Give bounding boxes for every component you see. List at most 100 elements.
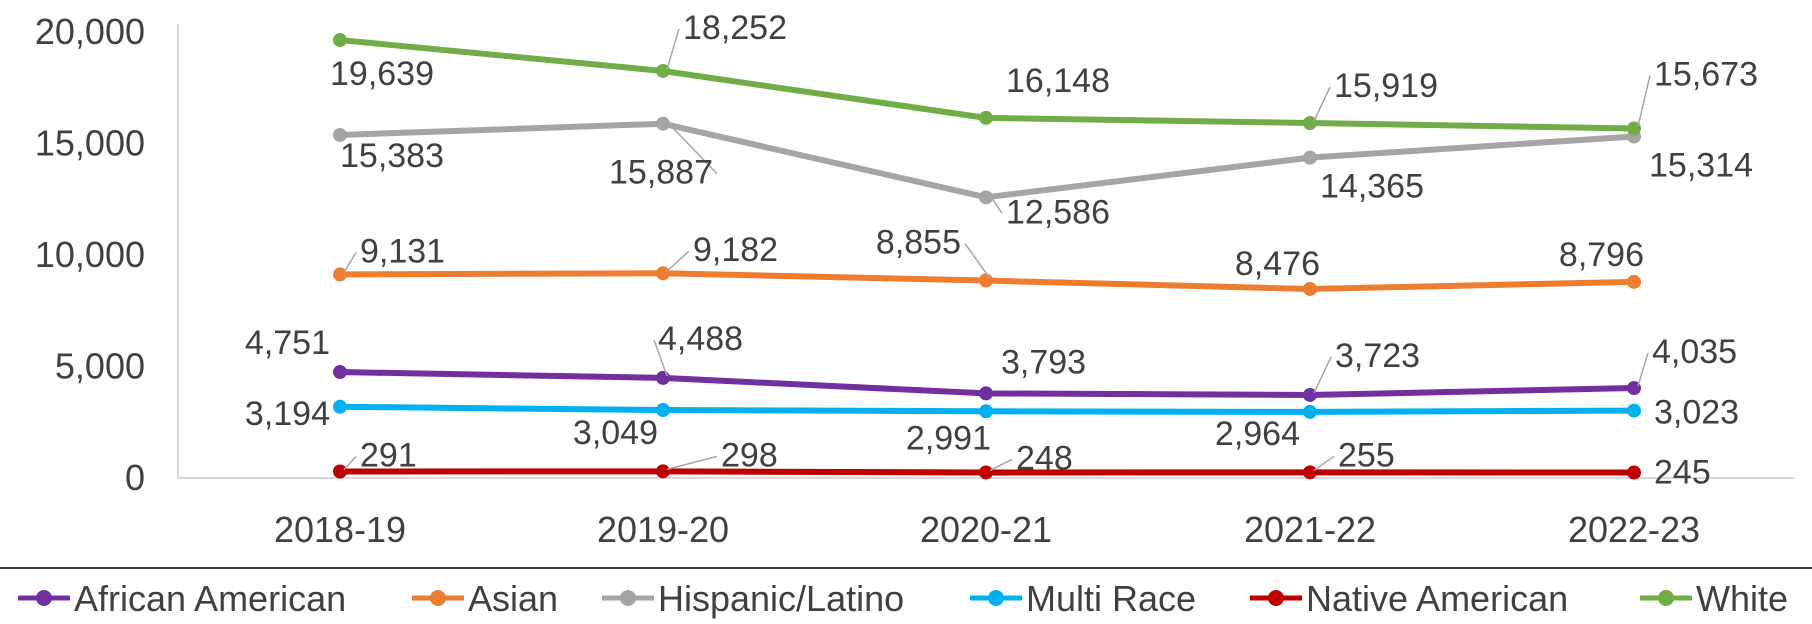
data-label: 2,991 [906, 419, 991, 457]
data-point [1627, 403, 1641, 418]
leader-line [1313, 86, 1331, 122]
data-label: 8,796 [1559, 236, 1644, 274]
data-label: 3,723 [1335, 337, 1420, 375]
leader-line [666, 250, 690, 272]
legend-swatch-marker [620, 590, 636, 606]
legend-item: Asian [412, 578, 558, 619]
series-group: 9,131 9,182 8,855 8,476 8,796 [333, 224, 1644, 296]
legend-label: Native American [1306, 578, 1568, 619]
legend-item: Multi Race [970, 578, 1196, 619]
data-label: 12,586 [1006, 193, 1110, 231]
legend-label: White [1696, 578, 1788, 619]
leader-line [1313, 455, 1335, 471]
data-label: 3,793 [1001, 343, 1086, 381]
leader-line [343, 251, 357, 273]
data-point [1303, 281, 1317, 296]
legend-label: Multi Race [1026, 578, 1196, 619]
legend-label: Asian [468, 578, 558, 619]
y-tick-label: 0 [125, 457, 145, 498]
data-label: 18,252 [683, 9, 787, 47]
data-label: 8,476 [1235, 245, 1320, 283]
data-point [333, 127, 347, 142]
leader-line [653, 339, 668, 377]
data-label: 15,383 [340, 137, 444, 175]
leader-line [666, 455, 718, 471]
data-label: 4,488 [658, 320, 743, 358]
legend-swatch-marker [1268, 590, 1284, 606]
legend-item: Hispanic/Latino [602, 578, 904, 619]
data-point [1627, 121, 1641, 136]
data-point [1303, 465, 1317, 480]
data-label: 15,887 [609, 154, 713, 192]
x-tick-label: 2021-22 [1244, 509, 1376, 550]
data-point [1303, 116, 1317, 131]
y-tick-label: 15,000 [35, 123, 145, 164]
legend-label: Hispanic/Latino [658, 578, 904, 619]
x-tick-label: 2020-21 [920, 509, 1052, 550]
data-point [333, 33, 347, 48]
data-point [1627, 274, 1641, 289]
data-label: 14,365 [1320, 168, 1424, 206]
data-point [656, 266, 670, 281]
legend-swatch-marker [36, 590, 52, 606]
leader-line [989, 194, 1003, 214]
series-group: 15,383 15,887 12,586 14,365 15,314 [333, 116, 1753, 231]
x-tick-label: 2018-19 [274, 509, 406, 550]
series-group: 19,639 18,252 16,148 15,919 15,673 [330, 9, 1758, 136]
data-point [333, 365, 347, 380]
x-tick-label: 2019-20 [597, 509, 729, 550]
series-line [337, 120, 1637, 201]
data-label: 2,964 [1215, 415, 1300, 453]
data-label: 4,035 [1652, 333, 1737, 371]
data-point [1627, 465, 1641, 480]
data-label: 9,131 [360, 232, 445, 270]
leader-line [1637, 75, 1651, 127]
series-group: 3,194 3,049 2,991 2,964 3,023 [245, 394, 1739, 458]
data-label: 3,049 [573, 414, 658, 452]
leader-line [666, 28, 680, 70]
data-point [656, 403, 670, 418]
data-point [1303, 404, 1317, 419]
leader-line [989, 458, 1013, 472]
legend-item: African American [18, 578, 346, 619]
data-label: 3,194 [245, 395, 330, 433]
legend-item: Native American [1250, 578, 1568, 619]
data-label: 248 [1016, 439, 1073, 477]
y-tick-label: 20,000 [35, 11, 145, 52]
data-label: 245 [1654, 454, 1711, 492]
data-label: 4,751 [245, 324, 330, 362]
data-label: 15,673 [1654, 55, 1758, 93]
x-tick-label: 2022-23 [1568, 509, 1700, 550]
series-group: 4,751 4,488 3,793 3,723 4,035 [245, 320, 1737, 402]
data-point [333, 464, 347, 479]
leader-line [343, 456, 357, 471]
data-point [979, 386, 993, 401]
data-point [1627, 381, 1641, 396]
data-point [1303, 150, 1317, 165]
leader-line [666, 121, 718, 175]
leader-line [1637, 352, 1649, 387]
data-label: 9,182 [693, 231, 778, 269]
legend-swatch-marker [1658, 590, 1674, 606]
data-label: 255 [1338, 436, 1395, 474]
data-point [979, 404, 993, 419]
data-label: 15,919 [1334, 67, 1438, 105]
data-label: 19,639 [330, 55, 434, 93]
data-label: 291 [360, 437, 417, 475]
y-tick-label: 10,000 [35, 234, 145, 275]
data-label: 8,855 [876, 224, 961, 262]
data-label: 15,314 [1649, 146, 1753, 184]
data-point [1303, 387, 1317, 402]
series-group: 291 298 248 255 245 [333, 436, 1711, 492]
leader-line [1313, 356, 1332, 394]
data-point [656, 116, 670, 131]
legend-label: African American [74, 578, 346, 619]
data-point [656, 370, 670, 385]
data-point [979, 110, 993, 125]
y-tick-label: 5,000 [55, 346, 145, 387]
legend-item: White [1640, 578, 1788, 619]
data-label: 16,148 [1006, 62, 1110, 100]
data-point [333, 267, 347, 282]
data-point [656, 63, 670, 78]
